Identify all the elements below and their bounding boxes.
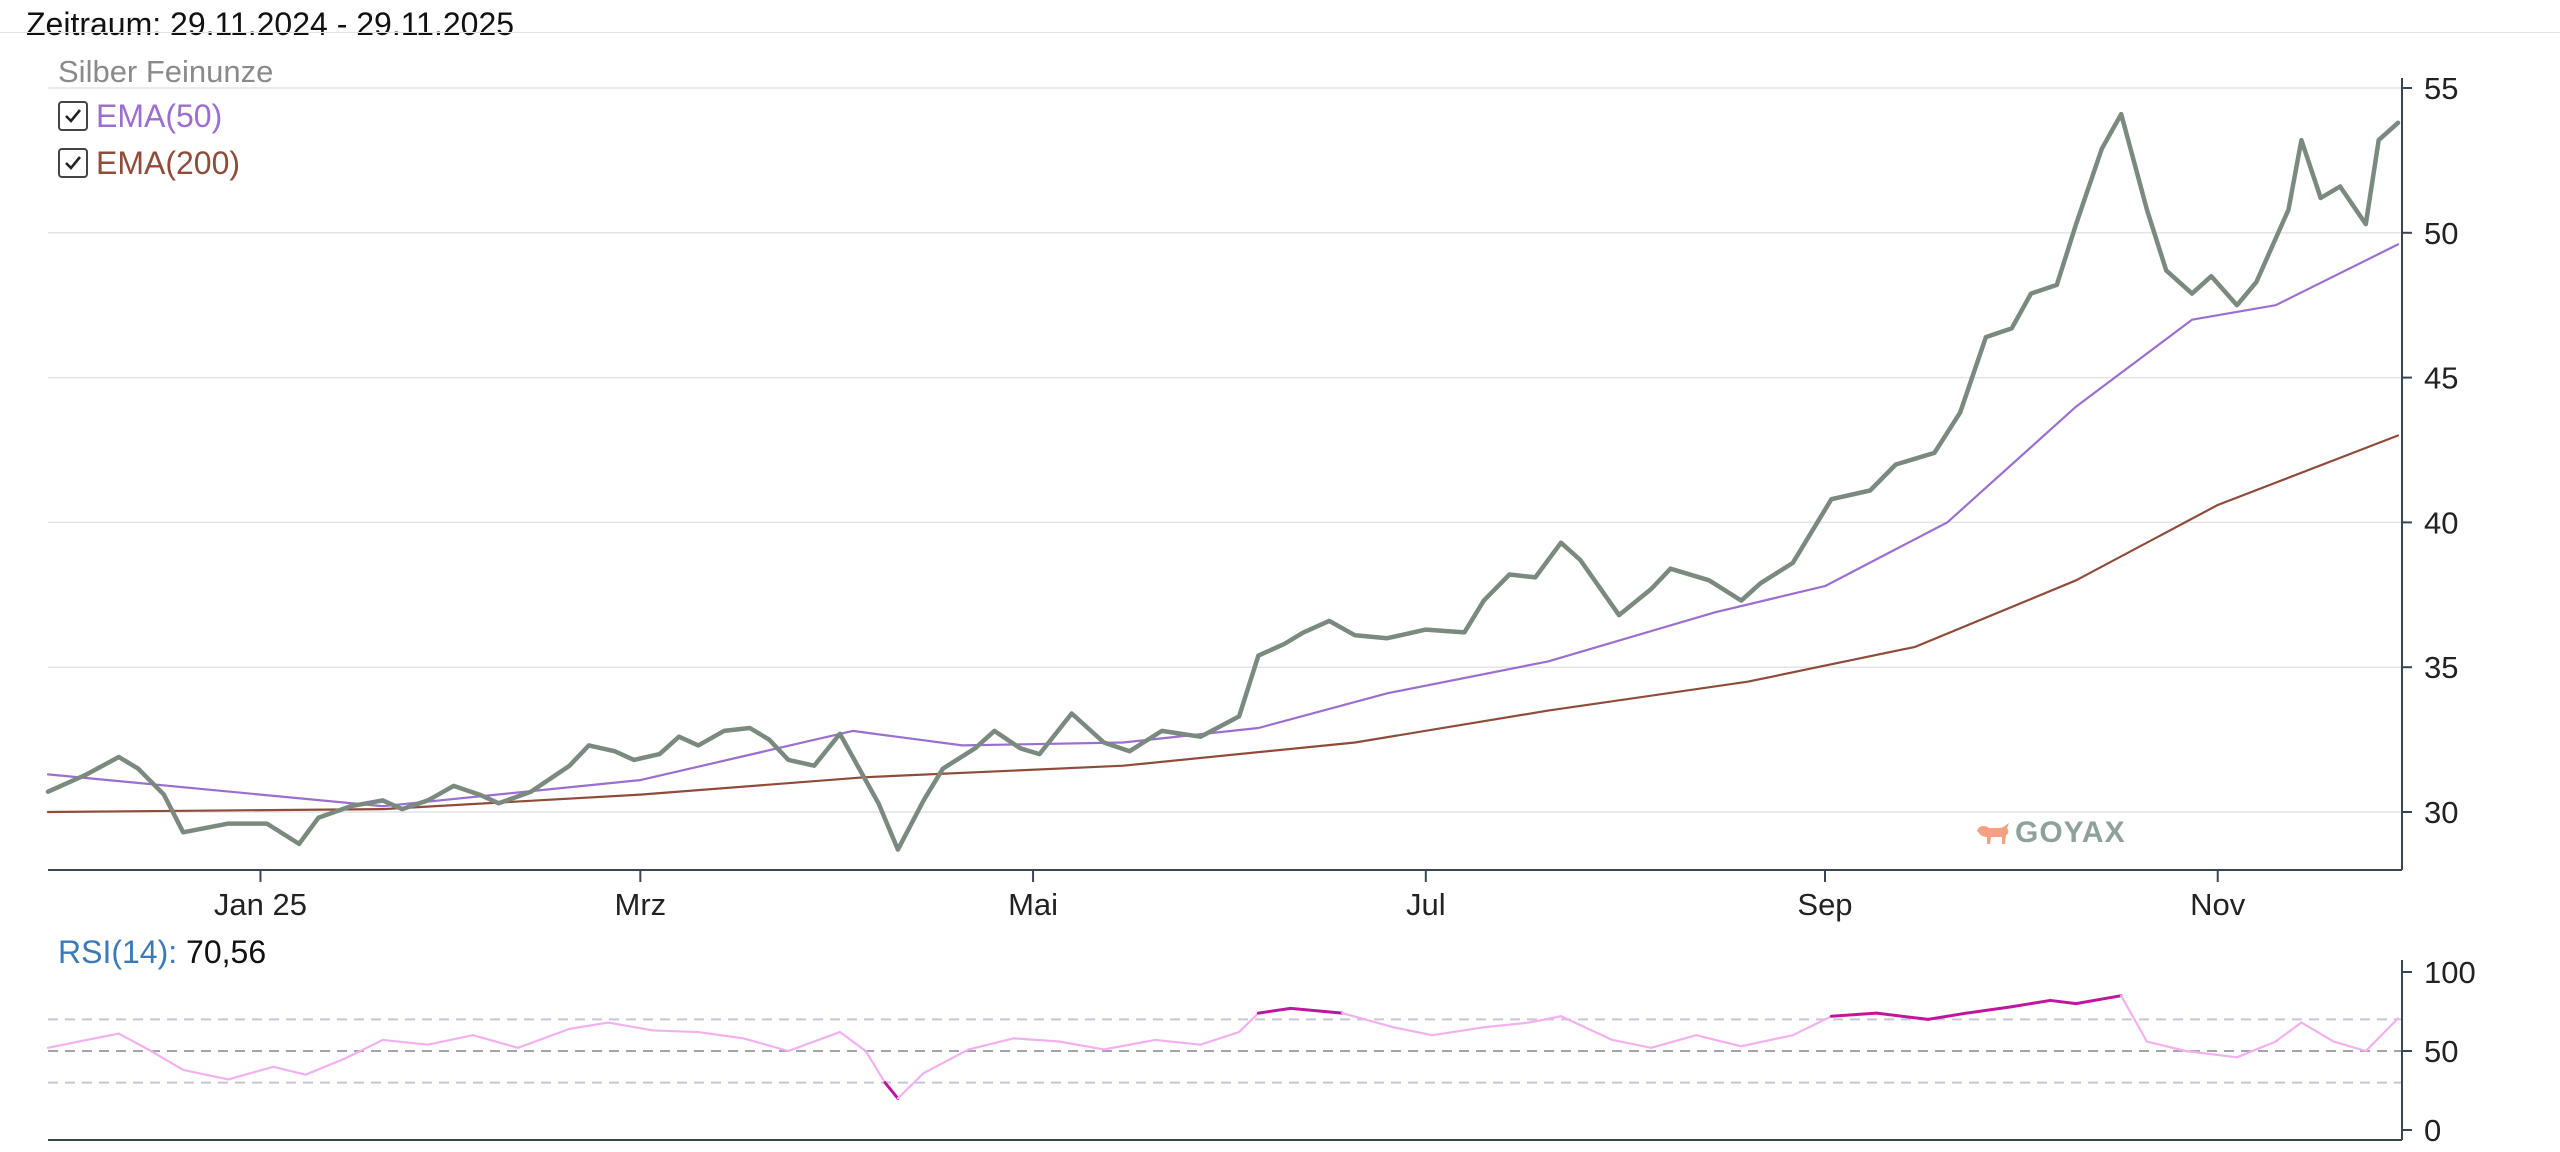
price-line [45, 111, 2401, 852]
rsi-segment [838, 1030, 867, 1053]
rsi-segment [787, 1030, 842, 1053]
rsi-y-tick-label: 50 [2424, 1034, 2458, 1069]
price-y-tick-label: 40 [2424, 505, 2458, 540]
goyax-watermark: GOYAX [1975, 816, 2126, 850]
rsi-segment [697, 1030, 745, 1040]
x-tick-label: Nov [2190, 887, 2246, 922]
rsi-segment [1740, 1034, 1794, 1048]
rsi-value: 70,56 [186, 934, 267, 970]
rsi-segment [182, 1068, 230, 1081]
rsi-segment [381, 1038, 429, 1046]
rsi-segment [1057, 1040, 1105, 1051]
rsi-segment [1154, 1038, 1202, 1046]
rsi-segment [967, 1037, 1015, 1051]
rsi-segment [2300, 1021, 2335, 1043]
series-title: Silber Feinunze [58, 54, 274, 89]
rsi-segment [883, 1081, 900, 1100]
rsi-name: RSI(14): [58, 934, 178, 970]
x-tick-label: Mrz [615, 887, 667, 922]
rsi-segment [343, 1038, 384, 1061]
rsi-segment [85, 1032, 120, 1042]
rsi-segment [426, 1034, 475, 1046]
rsi-segment [2184, 1049, 2239, 1059]
rsi-label: RSI(14): 70,56 [58, 934, 266, 971]
checkmark-icon [65, 156, 82, 170]
rsi-segment [1874, 1011, 1930, 1021]
rsi-segment [1012, 1037, 1060, 1043]
ema50-checkbox[interactable] [58, 101, 88, 131]
rsi-segment [2332, 1040, 2367, 1053]
rsi-segment [1482, 1021, 1530, 1029]
rsi-segment [2364, 1017, 2400, 1053]
x-tick-label: Jan 25 [214, 887, 307, 922]
rsi-segment [516, 1027, 571, 1049]
header-divider [0, 32, 2560, 33]
rsi-segment [607, 1021, 655, 1032]
rsi-segment [1650, 1034, 1698, 1049]
watermark-text: GOYAX [2015, 816, 2126, 849]
period-label: Zeitraum: 29.11.2024 - 29.11.2025 [26, 6, 515, 42]
rsi-segment [652, 1029, 700, 1034]
rsi-segment [1289, 1006, 1344, 1015]
rsi-segment [896, 1072, 925, 1100]
bull-icon [1977, 823, 2009, 844]
rsi-segment [149, 1049, 185, 1072]
rsi-segment [2235, 1040, 2277, 1059]
rsi-segment [1926, 1011, 1969, 1021]
rsi-segment [922, 1048, 970, 1075]
rsi-segment [1829, 1011, 1878, 1018]
legend-label-ema200: EMA(200) [96, 144, 241, 181]
rsi-segment [1237, 1011, 1260, 1034]
price-y-tick-label: 35 [2424, 650, 2458, 685]
rsi-segment [2048, 998, 2078, 1006]
legend-item-ema200[interactable]: EMA(200) [58, 144, 241, 181]
rsi-segment [1559, 1015, 1614, 1042]
rsi-segment [2010, 998, 2052, 1009]
price-y-tick-label: 30 [2424, 795, 2458, 830]
price-y-tick-label: 45 [2424, 361, 2458, 396]
rsi-segment [742, 1037, 790, 1053]
ema200-checkbox[interactable] [58, 148, 88, 178]
rsi-y-tick-label: 0 [2424, 1113, 2441, 1148]
rsi-segment [1791, 1015, 1833, 1037]
x-tick-label: Sep [1797, 887, 1852, 922]
rsi-segment [2274, 1021, 2303, 1043]
rsi-segment [1341, 1011, 1395, 1029]
legend-item-ema50[interactable]: EMA(50) [58, 97, 223, 134]
rsi-segment [1527, 1015, 1563, 1024]
checkmark-icon [65, 109, 82, 123]
rsi-segment [471, 1034, 520, 1049]
x-tick-label: Jul [1406, 887, 1446, 922]
rsi-segment [1392, 1026, 1434, 1037]
rsi-segment [117, 1032, 153, 1053]
legend-label-ema50: EMA(50) [96, 97, 223, 134]
ema200-line [46, 434, 2400, 814]
ema50-line [46, 243, 2400, 808]
rsi-segment [227, 1065, 275, 1081]
rsi-segment [1256, 1006, 1293, 1015]
rsi-segment [46, 1038, 88, 1049]
rsi-segment [1431, 1026, 1485, 1037]
rsi-segment [1199, 1030, 1241, 1046]
rsi-segment [1965, 1005, 2014, 1015]
rsi-segment [1695, 1034, 1743, 1048]
rsi-y-tick-label: 100 [2424, 955, 2476, 990]
rsi-segment [1102, 1038, 1157, 1051]
price-y-tick-label: 55 [2424, 71, 2458, 106]
rsi-segment [2074, 994, 2123, 1006]
rsi-segment [2145, 1040, 2187, 1053]
rsi-segment [864, 1049, 887, 1084]
rsi-segment [568, 1021, 610, 1030]
rsi-segment [272, 1065, 307, 1076]
rsi-segment [304, 1057, 346, 1076]
x-tick-label: Mai [1008, 887, 1058, 922]
price-y-tick-label: 50 [2424, 216, 2458, 251]
rsi-segment [1611, 1038, 1653, 1049]
rsi-segment [2120, 994, 2149, 1043]
